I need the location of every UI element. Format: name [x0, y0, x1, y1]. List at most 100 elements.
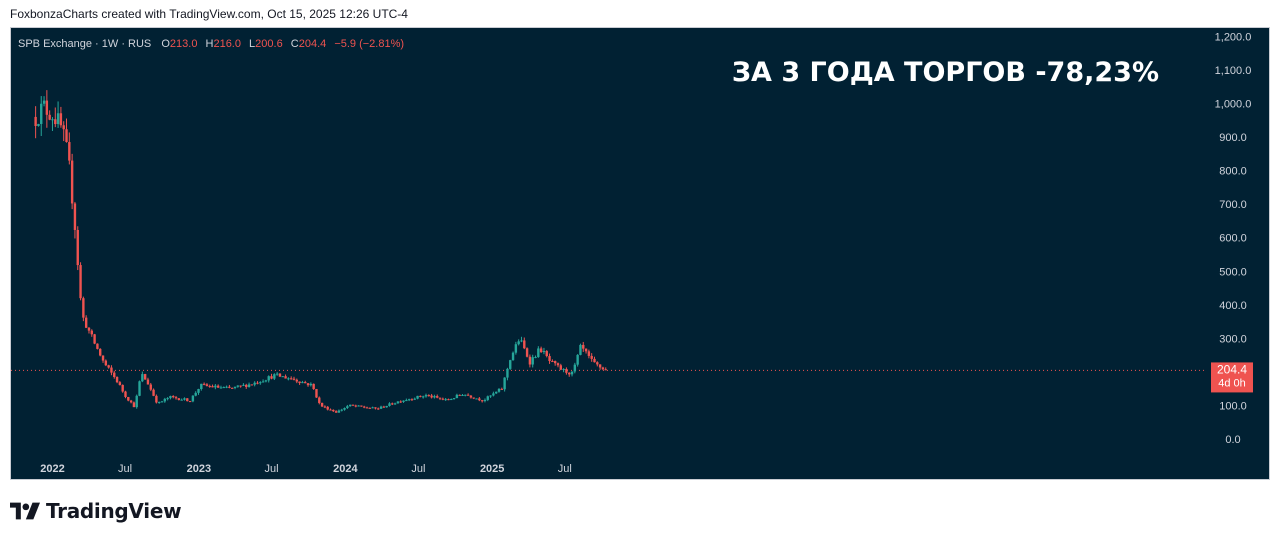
price-axis[interactable]: 1,200.0 1,100.0 1,000.0 900.0 800.0 700.0 600.… [1215, 31, 1252, 446]
candle-body [96, 343, 99, 349]
candle-body [82, 298, 85, 318]
candle-body [219, 387, 223, 389]
time-axis[interactable]: 2022 Jul 2023 Jul 2024 Jul 2025 Jul [40, 463, 572, 475]
candle-body [51, 119, 54, 121]
candle-body [584, 348, 588, 352]
candle-body [205, 384, 209, 386]
tradingview-logo[interactable]: TradingView [10, 499, 182, 523]
candle-body [84, 317, 88, 328]
candle-body [497, 388, 501, 392]
candle-body [138, 381, 141, 396]
candle-body [590, 355, 593, 359]
candle-body [528, 356, 532, 365]
candle-body [337, 410, 341, 413]
candle-body [146, 379, 150, 385]
y-tick-label: 1,200.0 [1215, 31, 1252, 43]
candle-body [155, 395, 158, 403]
candle-body [587, 351, 591, 356]
candle-body [461, 394, 464, 396]
candle-body [194, 392, 197, 396]
y-tick-label: 500.0 [1219, 266, 1247, 278]
candle-body [124, 391, 127, 397]
candle-body [180, 399, 183, 401]
tradingview-logo-icon [10, 502, 40, 520]
candle-body [256, 382, 259, 384]
candle-body [458, 394, 461, 396]
candle-body [152, 389, 155, 396]
candle-body [416, 395, 419, 399]
candle-body [407, 399, 411, 401]
candle-body [301, 382, 304, 384]
candle-body [582, 344, 585, 349]
candle-body [593, 358, 596, 363]
candle-body [320, 402, 324, 407]
candle-body [343, 408, 346, 410]
candle-body [517, 341, 520, 345]
candle-body [132, 402, 136, 408]
candle-body [556, 363, 560, 366]
candle-body [441, 398, 445, 400]
candle-body [520, 340, 523, 342]
candle-body [242, 384, 245, 386]
candle-body [174, 397, 178, 399]
candle-body [469, 395, 473, 398]
candle-body [391, 403, 394, 405]
x-tick-label: Jul [411, 463, 425, 475]
candle-body [379, 406, 383, 409]
candle-body [334, 411, 338, 413]
candle-body [483, 399, 487, 402]
candle-body [264, 380, 268, 382]
candle-body [385, 405, 388, 408]
candle-body [514, 344, 518, 353]
candle-body [329, 409, 332, 411]
legend-close-label: C [291, 38, 299, 50]
legend-change: −5.9 (−2.81%) [334, 38, 404, 50]
legend-low-value: 200.6 [255, 38, 283, 50]
price-badge-value: 204.4 [1217, 362, 1247, 376]
candle-body [351, 404, 355, 406]
candle-body [480, 400, 484, 402]
candle-body [278, 373, 282, 377]
candle-body [287, 378, 290, 380]
candle-body [141, 374, 144, 382]
candle-body [289, 378, 293, 380]
candle-body [270, 376, 273, 379]
candle-body [62, 125, 65, 130]
legend-symbol: SPB Exchange · 1W · RUS [18, 38, 151, 50]
candle-body [537, 348, 540, 358]
candle-body [413, 398, 416, 400]
candle-body [346, 406, 349, 409]
candle-body [304, 382, 307, 384]
candle-body [40, 103, 43, 124]
candle-body [197, 389, 200, 393]
candle-body [500, 388, 504, 390]
candle-body [365, 407, 369, 409]
candle-body [565, 368, 568, 373]
candle-body [143, 374, 147, 380]
y-tick-label: 1,100.0 [1215, 65, 1252, 77]
candle-body [68, 142, 71, 161]
candle-body [233, 386, 237, 388]
legend-close-value: 204.4 [299, 38, 327, 50]
candle-body [115, 376, 119, 383]
chart-panel[interactable]: 1,200.0 1,100.0 1,000.0 900.0 800.0 700.0 600.… [10, 27, 1270, 480]
candle-body [231, 387, 234, 389]
candle-body [247, 384, 251, 387]
candle-body [236, 385, 240, 387]
candle-body [402, 400, 405, 402]
candle-body [545, 351, 548, 357]
candle-body [424, 395, 428, 397]
candle-body [216, 385, 220, 388]
candle-body [208, 385, 211, 387]
logo-wordmark: TradingView [46, 499, 182, 523]
candle-body [405, 400, 408, 402]
y-tick-label: 1,000.0 [1215, 99, 1252, 111]
price-chart[interactable]: 1,200.0 1,100.0 1,000.0 900.0 800.0 700.0 600.… [11, 28, 1269, 479]
candle-body [99, 348, 102, 356]
candle-body [363, 406, 366, 408]
candle-body [275, 373, 279, 375]
candle-body [472, 397, 475, 399]
candle-body [225, 386, 228, 388]
candle-body [188, 401, 192, 403]
candle-body [118, 382, 122, 385]
